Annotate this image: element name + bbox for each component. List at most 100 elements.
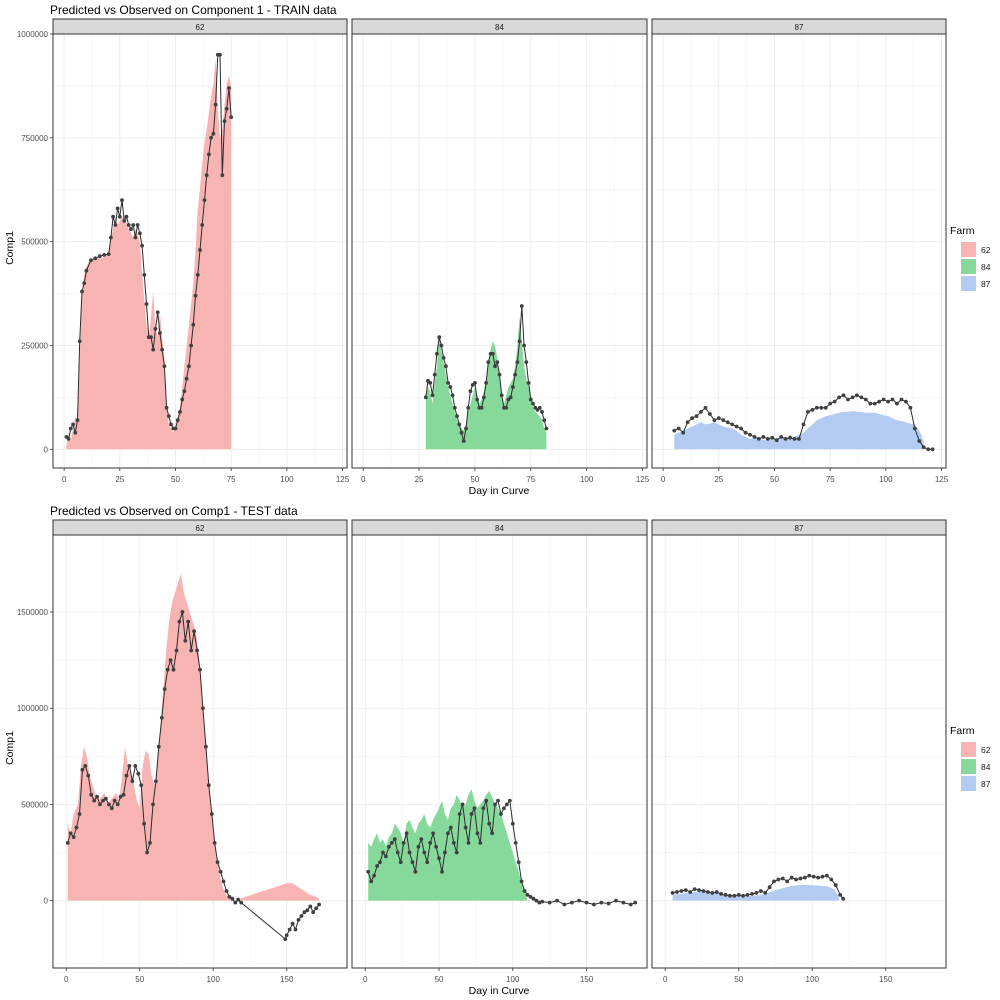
train-predicted-point [138, 231, 142, 236]
test-predicted-point [496, 798, 500, 803]
test-predicted-point [522, 889, 527, 893]
test-predicted-point [180, 610, 185, 614]
test-predicted-point [820, 874, 825, 879]
train-legend-key-84 [961, 259, 976, 274]
train-predicted-point [459, 430, 464, 435]
train-x-tick-label: 0 [361, 475, 366, 484]
train-predicted-point [703, 405, 708, 410]
test-predicted-point [92, 798, 97, 803]
test-predicted-point [206, 783, 211, 788]
test-predicted-point [584, 900, 589, 905]
train-predicted-point [207, 152, 211, 157]
test-predicted-point [98, 802, 102, 807]
test-panel-border [351, 534, 648, 969]
train-predicted-point [202, 198, 207, 203]
train-predicted-point [537, 405, 542, 410]
test-predicted-point [410, 860, 415, 865]
test-predicted-point [215, 860, 220, 865]
train-predicted-point [184, 376, 189, 381]
train-facet-87: 87 0 25 50 75 100 125 [651, 18, 949, 484]
test-predicted-point [404, 831, 409, 836]
test-predicted-point [121, 792, 126, 797]
train-predicted-point [770, 435, 775, 440]
train-predicted-point [222, 119, 227, 124]
test-legend-title: Farm [950, 725, 975, 737]
train-x-tick-label: 100 [879, 475, 893, 484]
test-predicted-point [519, 879, 524, 884]
test-predicted-point [816, 875, 820, 880]
test-predicted-point [89, 792, 94, 797]
train-predicted-point [801, 422, 806, 427]
train-predicted-point [457, 422, 462, 427]
train-predicted-point [218, 52, 222, 57]
train-x-tick-label: 100 [280, 475, 294, 484]
test-predicted-point [308, 904, 313, 909]
test-legend-label-84: 84 [981, 762, 991, 772]
test-predicted-point [136, 771, 141, 776]
train-predicted-point [917, 439, 922, 443]
test-x-tick-label: 50 [435, 975, 444, 984]
test-predicted-point [794, 877, 798, 882]
test-predicted-point [112, 798, 117, 803]
train-predicted-point [191, 322, 196, 327]
test-predicted-point [513, 841, 518, 845]
test-predicted-point [841, 896, 845, 901]
train-predicted-point [111, 214, 115, 219]
test-y-tick-label: 1000000 [17, 704, 49, 713]
train-y-tick-label: 750000 [21, 134, 48, 143]
test-observed-area-87 [672, 884, 839, 901]
test-predicted-point [419, 837, 424, 841]
test-x-tick-label: 100 [806, 975, 820, 984]
train-predicted-point [441, 356, 446, 360]
train-predicted-point [135, 223, 140, 227]
test-observed-area-62 [67, 573, 320, 901]
train-legend-title: Farm [950, 225, 975, 237]
test-facet-strip-label: 84 [495, 524, 504, 533]
train-legend-label-87: 87 [981, 279, 991, 289]
test-predicted-point [168, 658, 173, 662]
train-predicted-point [752, 435, 757, 439]
test-predicted-point [201, 706, 205, 711]
train-predicted-point [486, 360, 491, 364]
train-predicted-point [788, 435, 792, 440]
train-plot-title: Predicted vs Observed on Component 1 - T… [50, 3, 337, 17]
train-predicted-point [473, 381, 477, 385]
train-predicted-point [748, 432, 752, 437]
train-predicted-point [227, 86, 231, 90]
test-predicted-point [754, 891, 759, 895]
train-predicted-point [819, 405, 824, 410]
test-predicted-point [434, 844, 438, 849]
train-predicted-point [97, 254, 102, 259]
train-predicted-point [153, 327, 158, 331]
train-predicted-point [437, 335, 442, 340]
test-predicted-point [475, 831, 480, 836]
train-predicted-point [164, 405, 169, 410]
train-facets: 0 250000 500000 750000 1000000 62 0 25 50 75 100 12… [17, 18, 949, 484]
train-predicted-point [211, 131, 216, 136]
train-x-tick-label: 25 [115, 475, 124, 484]
test-predicted-point [151, 802, 155, 807]
train-predicted-point [797, 437, 801, 441]
test-predicted-point [86, 773, 91, 778]
train-predicted-point [423, 395, 428, 400]
test-predicted-point [165, 667, 170, 672]
test-predicted-point [198, 667, 202, 672]
train-predicted-point [850, 395, 855, 400]
test-predicted-point [454, 850, 459, 855]
train-panel-background [652, 34, 946, 468]
test-predicted-point [239, 900, 244, 905]
train-predicted-point [690, 416, 694, 421]
train-predicted-point [716, 416, 721, 421]
test-observed-area-84 [368, 789, 528, 901]
train-predicted-point [504, 405, 509, 410]
train-predicted-point [855, 393, 859, 398]
train-x-tick-label: 50 [470, 475, 479, 484]
test-predicted-point [505, 802, 509, 807]
test-predicted-point [484, 798, 489, 803]
train-predicted-point [513, 372, 517, 377]
test-predicted-point [80, 767, 85, 772]
train-predicted-point [93, 256, 98, 261]
test-predicted-point [381, 850, 385, 855]
test-legend-key-87 [961, 776, 976, 791]
test-facet-strip-label: 62 [196, 524, 205, 533]
